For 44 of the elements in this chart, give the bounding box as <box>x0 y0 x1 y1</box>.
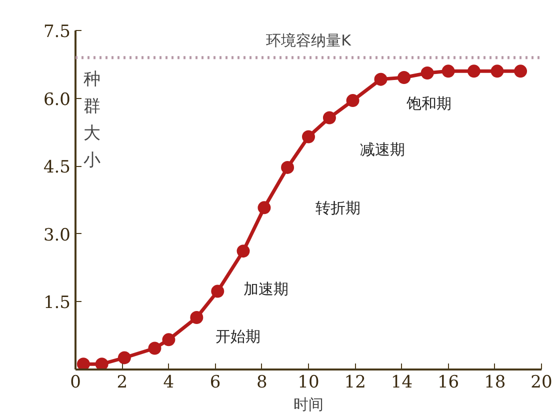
annotation: 开始期 <box>215 328 260 346</box>
x-tick-label: 0 <box>70 372 81 392</box>
point <box>236 244 250 258</box>
annotation: 加速期 <box>243 280 288 298</box>
ref-line-label: 环境容纳量K <box>266 32 352 50</box>
y-tick-label: 1.5 <box>43 293 71 314</box>
point <box>95 358 108 370</box>
point <box>514 64 528 78</box>
x-tick-label: 16 <box>437 372 460 392</box>
y-tick-label: 7.5 <box>43 22 71 42</box>
point <box>76 358 90 370</box>
point <box>258 201 271 214</box>
point <box>211 284 224 298</box>
x-tick-label: 2 <box>116 372 128 392</box>
x-tick-label: 10 <box>298 372 320 392</box>
point <box>162 333 176 346</box>
annotation: 饱和期 <box>405 94 452 113</box>
point <box>148 342 162 355</box>
x-tick-label: 4 <box>163 372 174 392</box>
point <box>398 71 411 84</box>
point <box>420 66 434 80</box>
x-tick-label: 14 <box>390 372 413 392</box>
annotation: 减速期 <box>360 140 405 158</box>
y-tick-label: 4.5 <box>43 158 71 178</box>
point <box>118 351 131 364</box>
annotation: 转折期 <box>315 198 360 217</box>
point <box>322 111 336 124</box>
y-axis-title: 种群大小 <box>84 70 100 170</box>
y-tick-label: 3.0 <box>43 225 71 246</box>
x-axis-title: 时间 <box>294 396 324 414</box>
x-tick-label: 6 <box>210 372 221 392</box>
x-tick-label: 18 <box>484 372 506 392</box>
point <box>346 94 360 108</box>
point <box>302 130 315 144</box>
x-tick-label: 20 <box>530 372 552 392</box>
x-tick-label: 8 <box>256 372 268 392</box>
x-tick-label: 12 <box>344 372 366 392</box>
point <box>442 64 455 78</box>
point <box>374 72 388 86</box>
y-tick-label: 6.0 <box>43 90 71 110</box>
point <box>190 311 204 324</box>
point <box>281 160 294 174</box>
point <box>467 64 480 78</box>
point <box>490 64 504 78</box>
